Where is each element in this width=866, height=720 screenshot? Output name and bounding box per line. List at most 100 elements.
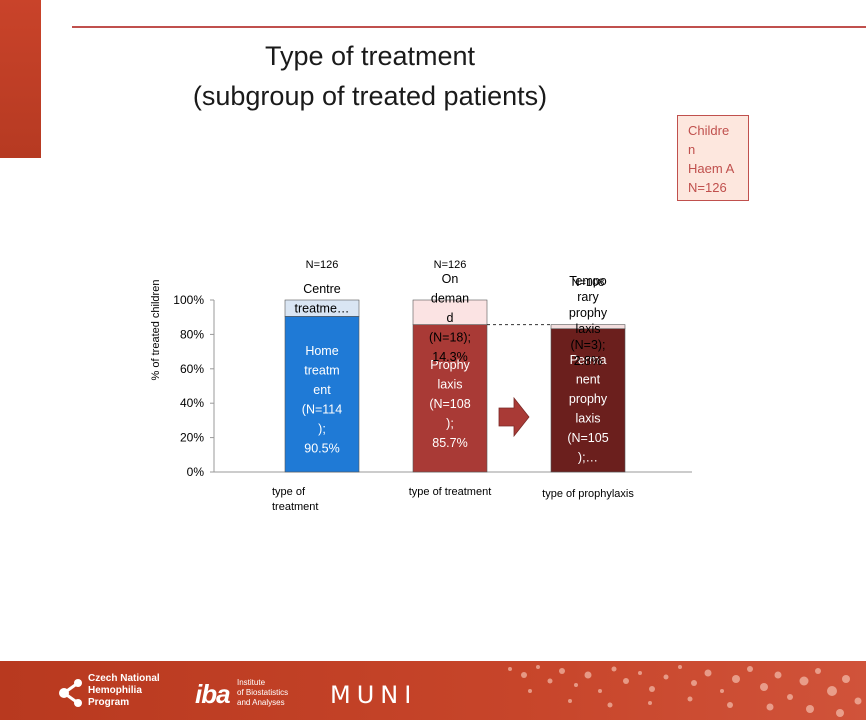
decorative-dot <box>799 676 809 686</box>
segment-label-line: (N=3); <box>570 338 605 352</box>
cnhp-text: Czech National Hemophilia Program <box>88 673 160 709</box>
decorative-dot <box>774 671 782 679</box>
category-label-line: type of <box>272 486 306 498</box>
decorative-dot <box>536 665 540 669</box>
x-category-label: type of treatment <box>409 486 492 498</box>
cnhp-line-3: Program <box>88 697 130 708</box>
decorative-dot <box>806 705 814 713</box>
decorative-dot <box>815 668 821 674</box>
decorative-dot <box>584 671 592 679</box>
segment-data-label: On deman d (N=18); 14.3% <box>429 272 471 364</box>
iba-mark: iba <box>195 679 231 709</box>
x-category-label: type of treatment <box>272 486 318 513</box>
segment-label-line: (N=114 <box>302 403 342 417</box>
decorative-dot <box>638 671 642 675</box>
segment-label-line: Prophy <box>430 358 470 372</box>
segment-label-line: Centre <box>303 282 341 296</box>
slide-title: Type of treatment (subgroup of treated p… <box>120 36 620 116</box>
decorative-dot <box>678 665 682 669</box>
muni-logo: MUNI <box>330 681 418 709</box>
decorative-dot <box>521 672 527 678</box>
title-line-1: Type of treatment <box>264 41 476 71</box>
decorative-dot <box>547 678 553 684</box>
cnhp-logo: Czech National Hemophilia Program <box>58 673 168 713</box>
decorative-dot <box>687 696 693 702</box>
segment-label-line: (N=18); <box>429 331 471 345</box>
legend-line-2: n <box>688 142 696 157</box>
bar-n-label: N=126 <box>306 259 339 271</box>
segment-label-line: );… <box>578 451 598 465</box>
segment-data-label: Prophy laxis (N=108); 85.7% <box>429 358 470 450</box>
bar-segment <box>284 299 360 317</box>
segment-label-line: ent <box>313 383 331 397</box>
decorative-dot <box>648 701 652 705</box>
iba-line-3: and Analyses <box>237 698 285 707</box>
decorative-dot <box>528 689 532 693</box>
cnhp-molecule-icon <box>59 679 82 707</box>
decorative-dot <box>827 686 837 696</box>
bar-n-label: N=108 <box>572 277 605 289</box>
decorative-dot <box>732 675 740 683</box>
decorative-dot <box>508 667 512 671</box>
segment-label-line: ); <box>318 422 326 436</box>
segment-label-line: prophy <box>569 392 608 406</box>
decorative-dot <box>787 694 793 700</box>
decorative-dot <box>663 674 669 680</box>
decorative-dot <box>623 678 629 684</box>
category-label-line: type of treatment <box>409 486 492 498</box>
bar-segment <box>284 316 360 473</box>
segment-label-line: d <box>447 311 454 325</box>
segment-data-label: Tempo rary prophy laxis (N=3); 2.8% <box>569 274 608 368</box>
footer-bar: Czech National Hemophilia Program iba In… <box>0 661 866 720</box>
segment-label-line: (N=105 <box>567 431 608 445</box>
segment-label-line: Home <box>305 344 338 358</box>
bar-segment <box>550 328 626 473</box>
decorative-dot <box>649 686 655 692</box>
segment-label-line: rary <box>577 290 599 304</box>
segment-label-line: 85.7% <box>432 436 467 450</box>
legend-line-1: Childre <box>688 123 730 138</box>
y-axis-label: % of treated children <box>150 280 162 381</box>
segment-label-line: 14.3% <box>432 350 467 364</box>
x-category-label: type of prophylaxis <box>542 488 634 500</box>
bar-segment <box>550 324 626 330</box>
segment-label-line: laxis <box>437 378 462 392</box>
decorative-dot <box>704 669 712 677</box>
right-arrow-icon <box>498 396 530 438</box>
segment-label-line: 90.5% <box>304 442 339 456</box>
bar-n-label: N=126 <box>434 259 467 271</box>
stacked-bar-chart: 0% 20% 40% 60% 80% 100% % of treated children H… <box>150 259 692 513</box>
legend-box: Childre n Haem A N=126 <box>677 115 749 201</box>
bar-segment <box>412 299 488 325</box>
iba-line-2: of Biostatistics <box>237 688 289 697</box>
category-label-line: treatment <box>272 501 318 513</box>
header-rule <box>72 26 866 28</box>
iba-text: Institute of Biostatistics and Analyses <box>237 678 288 708</box>
decorative-dot <box>727 702 733 708</box>
segment-label-line: Tempo <box>569 274 607 288</box>
segment-label-line: Perma <box>570 353 607 367</box>
segment-label-line: laxis <box>575 322 600 336</box>
decorative-dot <box>574 683 578 687</box>
segment-label-line: (N=108 <box>429 397 470 411</box>
segment-data-label: Perma nent prophy laxis (N=105);… <box>567 353 608 465</box>
y-tick-label: 0% <box>187 465 205 479</box>
category-label-line: type of prophylaxis <box>542 488 634 500</box>
iba-line-1: Institute <box>237 678 266 687</box>
y-tick-label: 80% <box>180 327 204 341</box>
segment-label-line: 2.8% <box>574 354 603 368</box>
decorative-dot <box>559 668 565 674</box>
decorative-dot <box>598 689 602 693</box>
decorative-dot <box>760 683 768 691</box>
cnhp-line-2: Hemophilia <box>88 685 142 696</box>
decorative-dot <box>766 703 774 711</box>
iba-logo: iba Institute of Biostatistics and Analy… <box>195 673 305 713</box>
decorative-dot <box>842 675 850 683</box>
decorative-dot <box>747 666 753 672</box>
y-tick-label: 100% <box>173 293 204 307</box>
segment-data-label: Home treatm ent (N=114); 90.5% <box>302 344 342 456</box>
y-tick-label: 20% <box>180 431 204 445</box>
legend-line-4: N=126 <box>688 180 727 195</box>
y-tick-label: 60% <box>180 362 204 376</box>
segment-label-line: deman <box>431 292 469 306</box>
